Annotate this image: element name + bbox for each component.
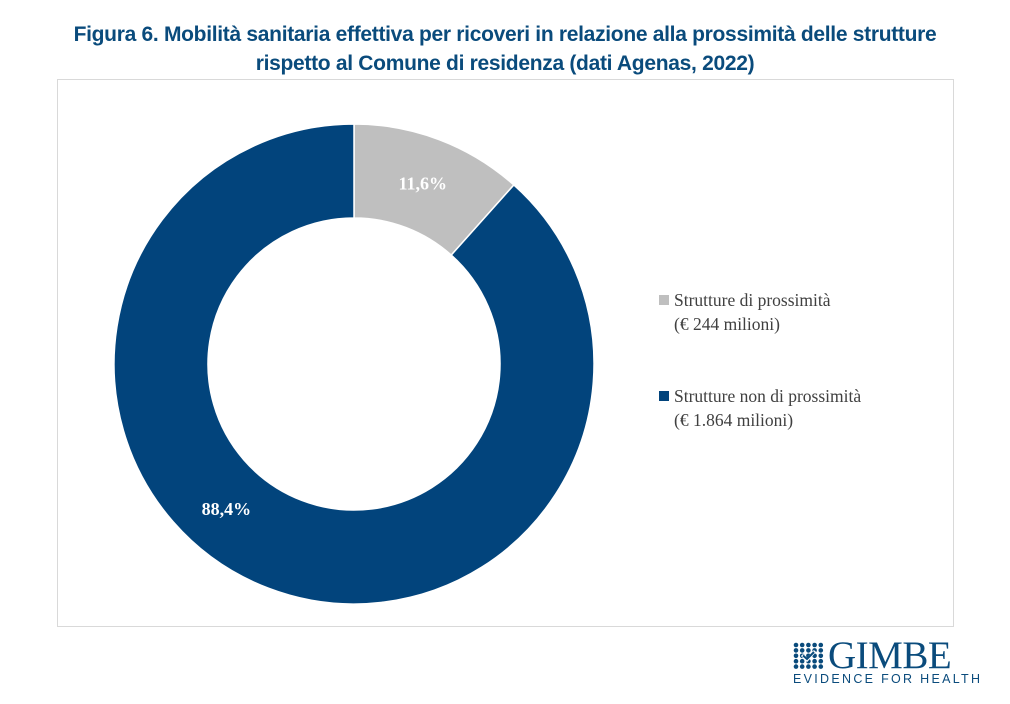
data-label-prossimita: 11,6% <box>399 174 448 194</box>
legend-label: Strutture di prossimità <box>674 290 831 310</box>
chart-legend: Strutture di prossimità (€ 244 milioni) … <box>659 288 861 432</box>
legend-item-non-prossimita: Strutture non di prossimità (€ 1.864 mil… <box>659 384 861 432</box>
donut-data-labels: 11,6% 88,4% <box>202 174 447 519</box>
chart-title-line-2: rispetto al Comune di residenza (dati Ag… <box>255 52 755 75</box>
legend-swatch-non-prossimita <box>659 391 669 401</box>
legend-swatch-prossimita <box>659 295 669 305</box>
legend-sublabel: (€ 1.864 milioni) <box>674 410 794 430</box>
donut-slice-non-prossimita <box>113 123 595 605</box>
donut-slices <box>113 123 595 605</box>
logo-wordmark: GIMBE <box>828 634 952 677</box>
gimbe-logo: GIMBE EVIDENCE FOR HEALTH <box>793 634 980 690</box>
chart-title: Figura 6. Mobilità sanitaria effettiva p… <box>0 20 1010 78</box>
legend-label: Strutture non di prossimità <box>674 386 862 406</box>
data-label-non-prossimita: 88,4% <box>202 499 252 519</box>
chart-frame <box>57 79 954 627</box>
logo-grid-check-icon <box>793 642 824 669</box>
legend-sublabel: (€ 244 milioni) <box>674 314 780 334</box>
chart-title-line-1: Figura 6. Mobilità sanitaria effettiva p… <box>73 23 937 46</box>
logo-tagline: EVIDENCE FOR HEALTH <box>793 672 983 686</box>
legend-item-prossimita: Strutture di prossimità (€ 244 milioni) <box>659 288 861 336</box>
